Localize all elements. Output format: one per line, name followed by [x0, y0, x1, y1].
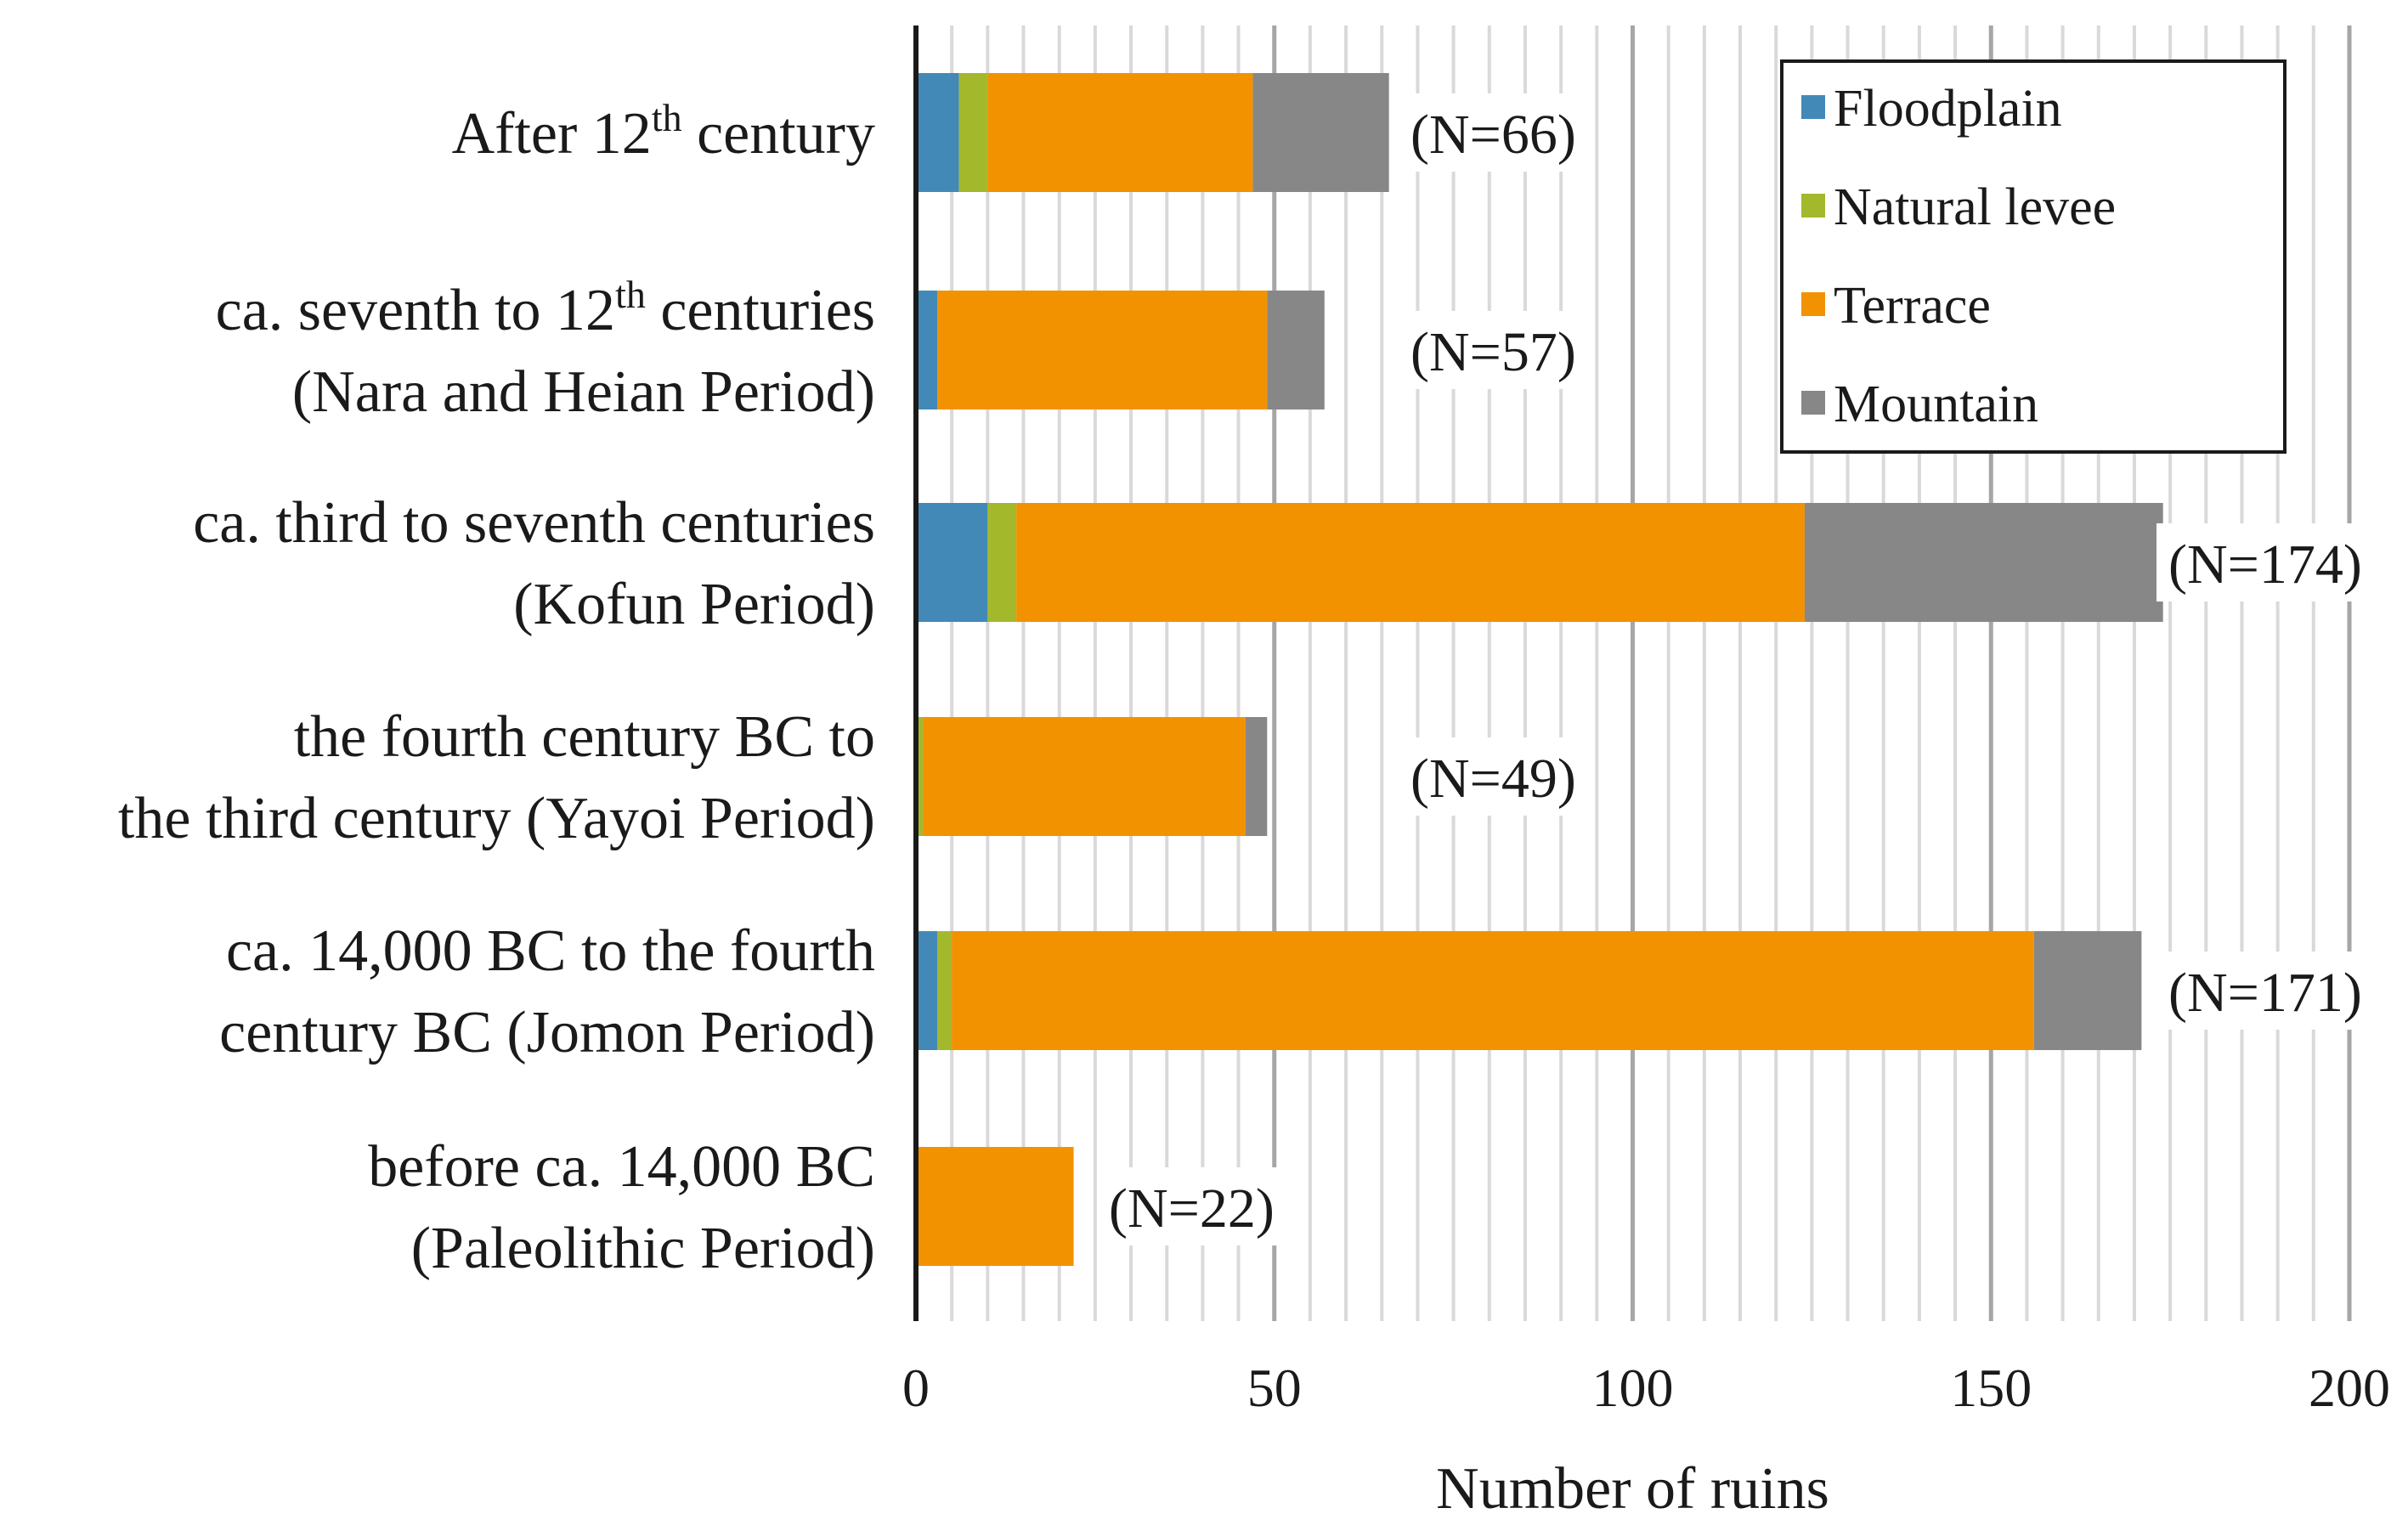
n-label: (N=49): [1410, 748, 1576, 810]
n-label-background: [1399, 311, 1588, 389]
x-tick-label: 100: [1592, 1358, 1674, 1418]
bar-natural-levee-3: [916, 717, 924, 836]
n-labels: (N=66) (N=57) (N=174) (N=49) (N=171) (N=22): [1097, 93, 2374, 1245]
bar-terrace-1: [937, 291, 1268, 409]
n-label: (N=57): [1410, 321, 1576, 383]
category-label: ca. 14,000 BC to the fourth: [226, 918, 875, 984]
bar-mountain-3: [1246, 717, 1268, 836]
bar-terrace-4: [952, 931, 2034, 1050]
bar-mountain-2: [1804, 503, 2163, 622]
bars: [916, 73, 2163, 1266]
n-label-background: [1097, 1167, 1286, 1245]
bar-mountain-4: [2033, 931, 2142, 1050]
n-label-background: [2156, 523, 2374, 602]
category-label: the third century (Yayoi Period): [118, 786, 875, 851]
bar-terrace-2: [1016, 503, 1805, 622]
x-tick-label: 150: [1950, 1358, 2032, 1418]
n-label: (N=174): [2168, 534, 2362, 596]
legend-label: Mountain: [1834, 376, 2038, 433]
n-label: (N=171): [2168, 962, 2362, 1024]
category-label: (Nara and Heian Period): [292, 359, 875, 425]
legend-swatch: [1801, 95, 1825, 119]
x-axis-title: Number of ruins: [1436, 1456, 1829, 1522]
category-label: century BC (Jomon Period): [219, 1000, 875, 1065]
bar-terrace-3: [923, 717, 1246, 836]
bar-floodplain-1: [916, 291, 938, 409]
bar-mountain-1: [1267, 291, 1325, 409]
legend-swatch: [1801, 391, 1825, 415]
category-label: ca. seventh to 12th centuries: [216, 273, 875, 343]
category-label: (Kofun Period): [513, 572, 875, 637]
legend-label: Natural levee: [1834, 178, 2116, 236]
legend-label: Terrace: [1834, 277, 1991, 335]
n-label: (N=66): [1410, 104, 1576, 166]
n-label-background: [2156, 952, 2374, 1030]
legend-swatch: [1801, 194, 1825, 217]
category-label: (Paleolithic Period): [411, 1216, 875, 1281]
bar-floodplain-2: [916, 503, 988, 622]
x-tick-label: 50: [1247, 1358, 1302, 1418]
category-label: before ca. 14,000 BC: [368, 1134, 875, 1200]
bar-floodplain-4: [916, 931, 938, 1050]
n-label-background: [1399, 93, 1588, 172]
bar-mountain-0: [1252, 73, 1389, 192]
bar-natural-levee-0: [958, 73, 988, 192]
x-tick-label: 0: [902, 1358, 930, 1418]
bar-natural-levee-4: [937, 931, 952, 1050]
category-labels: After 12th century ca. seventh to 12th ce…: [118, 96, 875, 1281]
bar-terrace-0: [987, 73, 1253, 192]
gridlines: [950, 25, 2352, 1321]
bar-natural-levee-2: [987, 503, 1017, 622]
category-label: the fourth century BC to: [294, 704, 875, 770]
x-tick-labels: 0 50 100 150 200: [902, 1358, 2390, 1418]
n-label-background: [1399, 737, 1588, 816]
bar-floodplain-0: [916, 73, 959, 192]
category-label: ca. third to seventh centuries: [193, 490, 875, 556]
bar-terrace-5: [916, 1147, 1074, 1266]
category-label: After 12th century: [452, 96, 875, 167]
legend-label: Floodplain: [1834, 80, 2062, 138]
x-tick-label: 200: [2309, 1358, 2390, 1418]
n-label: (N=22): [1109, 1178, 1275, 1240]
legend-box: [1780, 59, 2286, 454]
legend-swatch: [1801, 292, 1825, 316]
legend: Floodplain Natural levee Terrace Mountain: [1780, 59, 2286, 454]
